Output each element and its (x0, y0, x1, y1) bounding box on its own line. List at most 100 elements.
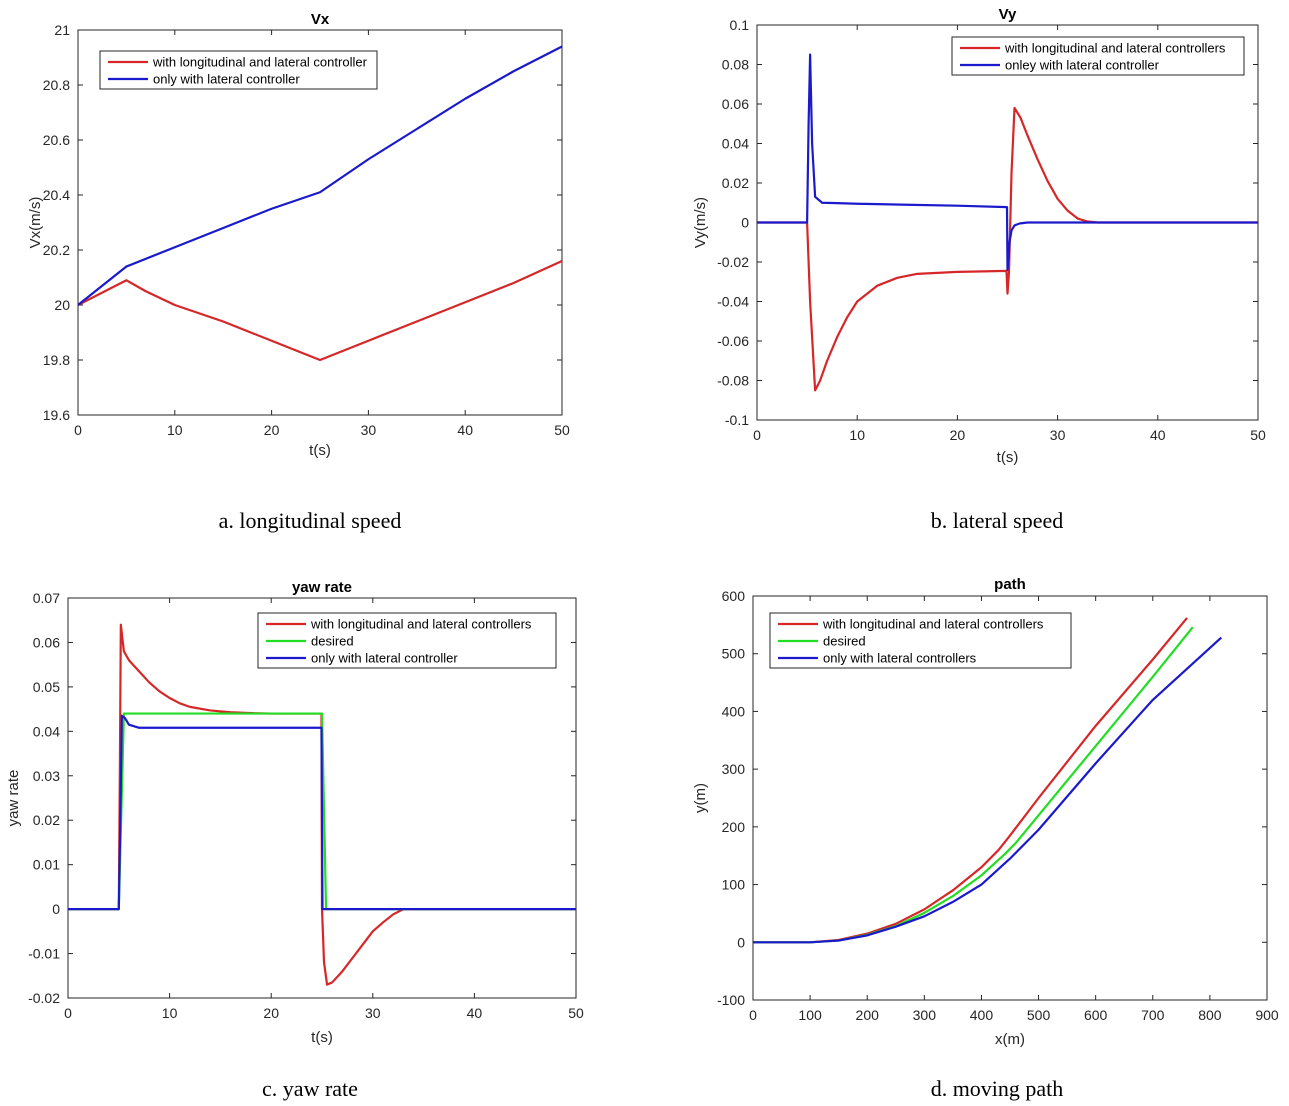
y-tick-label: 0.06 (33, 634, 60, 650)
y-tick-label: 0.1 (730, 17, 750, 33)
x-tick-label: 10 (849, 427, 865, 443)
chart-title: path (994, 576, 1026, 593)
figure-caption: b. lateral speed (931, 508, 1064, 533)
x-tick-label: 700 (1141, 1007, 1165, 1023)
x-tick-label: 40 (457, 422, 473, 438)
x-tick-label: 30 (1050, 427, 1066, 443)
y-tick-label: 0.06 (722, 96, 749, 112)
y-tick-label: -0.06 (717, 333, 749, 349)
legend: with longitudinal and lateral controller… (257, 612, 557, 669)
x-tick-label: 40 (467, 1005, 483, 1021)
y-tick-label: 300 (722, 761, 746, 777)
chart-title: Vy (999, 6, 1017, 23)
legend-entry: onley with lateral controller (1005, 58, 1160, 73)
legend-entry: with longitudinal and lateral controller… (1004, 41, 1226, 56)
series-line-2 (757, 53, 1258, 271)
y-tick-label: -100 (717, 992, 745, 1008)
x-tick-label: 300 (913, 1007, 937, 1023)
x-tick-label: 30 (365, 1005, 381, 1021)
legend-box (257, 612, 557, 669)
y-tick-label: -0.08 (717, 373, 749, 389)
x-tick-label: 600 (1084, 1007, 1108, 1023)
x-axis-label: t(s) (309, 442, 331, 459)
chart-title: Vx (311, 11, 330, 28)
y-tick-label: 0.04 (722, 136, 749, 152)
y-tick-label: 0.04 (33, 723, 60, 739)
x-tick-label: 100 (798, 1007, 822, 1023)
series-line-1 (77, 259, 563, 362)
y-tick-label: 19.6 (43, 407, 70, 423)
x-tick-label: 50 (568, 1005, 584, 1021)
y-tick-label: 0.07 (33, 590, 60, 606)
y-tick-label: 400 (722, 703, 746, 719)
y-tick-label: 19.8 (43, 352, 70, 368)
y-tick-label: 21 (54, 22, 70, 38)
x-tick-label: 0 (64, 1005, 72, 1021)
y-tick-label: 500 (722, 646, 746, 662)
legend-entry: only with lateral controller (311, 651, 458, 666)
x-tick-label: 0 (753, 427, 761, 443)
y-tick-label: 20.8 (43, 77, 70, 93)
series-line-1 (757, 106, 1258, 392)
y-tick-label: 0.03 (33, 768, 60, 784)
chart-b: 0 10 20 30 40 50 -0.1 -0.08 -0.06 -0.04 -0.02 0 0.02… (692, 6, 1266, 533)
y-tick-label: 600 (722, 588, 746, 604)
y-axis-label: yaw rate (5, 770, 22, 827)
legend-entry: with longitudinal and lateral controller (152, 55, 368, 70)
x-axis-label: t(s) (997, 449, 1019, 466)
legend-box (99, 50, 378, 90)
legend-box (769, 612, 1072, 669)
y-tick-label: 0 (52, 901, 60, 917)
y-tick-label: 20 (54, 297, 70, 313)
x-tick-label: 0 (749, 1007, 757, 1023)
chart-c: 0 10 20 30 40 50 -0.02 -0.01 0 0.01 0.02 0.03 0.04 0.… (5, 579, 584, 1101)
series-line-2 (77, 45, 563, 306)
x-tick-label: 200 (856, 1007, 880, 1023)
x-tick-label: 900 (1255, 1007, 1279, 1023)
legend-entry: desired (311, 634, 354, 649)
x-tick-label: 40 (1150, 427, 1166, 443)
legend-entry: only with lateral controller (153, 72, 300, 87)
x-tick-label: 0 (74, 422, 82, 438)
x-tick-label: 500 (1027, 1007, 1051, 1023)
series-line-3 (753, 636, 1223, 944)
y-tick-label: 20.2 (43, 242, 70, 258)
y-axis-label: Vx(m/s) (27, 197, 44, 249)
x-tick-label: 30 (361, 422, 377, 438)
x-tick-label: 400 (970, 1007, 994, 1023)
plot-frame (77, 29, 563, 416)
y-tick-label: 0.05 (33, 679, 60, 695)
y-tick-label: 0.08 (722, 57, 749, 73)
figure-caption: d. moving path (931, 1076, 1064, 1101)
y-tick-label: -0.02 (717, 254, 749, 270)
y-tick-label: 0 (741, 215, 749, 231)
y-tick-label: 200 (722, 819, 746, 835)
x-axis-label: x(m) (995, 1031, 1025, 1048)
x-tick-label: 800 (1198, 1007, 1222, 1023)
x-tick-label: 10 (162, 1005, 178, 1021)
series-line-3 (68, 714, 576, 911)
figure-caption: c. yaw rate (262, 1076, 358, 1101)
y-axis-label: Vy(m/s) (692, 197, 709, 248)
y-tick-label: 100 (722, 877, 746, 893)
legend-entry: desired (823, 634, 866, 649)
legend-entry: with longitudinal and lateral controller… (310, 617, 532, 632)
x-axis-label: t(s) (311, 1029, 333, 1046)
y-axis-label: y(m) (692, 783, 709, 813)
legend: with longitudinal and lateral controller… (99, 50, 378, 90)
y-tick-label: 0.02 (33, 812, 60, 828)
legend-entry: only with lateral controllers (823, 651, 977, 666)
x-tick-label: 50 (1250, 427, 1266, 443)
x-tick-label: 20 (264, 422, 280, 438)
y-tick-label: -0.1 (725, 412, 749, 428)
y-tick-label: 20.4 (43, 187, 70, 203)
y-tick-label: -0.01 (28, 946, 60, 962)
x-tick-label: 20 (263, 1005, 279, 1021)
y-tick-label: -0.04 (717, 294, 749, 310)
x-tick-label: 20 (950, 427, 966, 443)
x-tick-label: 50 (554, 422, 570, 438)
y-tick-label: -0.02 (28, 990, 60, 1006)
y-tick-label: 20.6 (43, 132, 70, 148)
legend-entry: with longitudinal and lateral controller… (822, 617, 1044, 632)
